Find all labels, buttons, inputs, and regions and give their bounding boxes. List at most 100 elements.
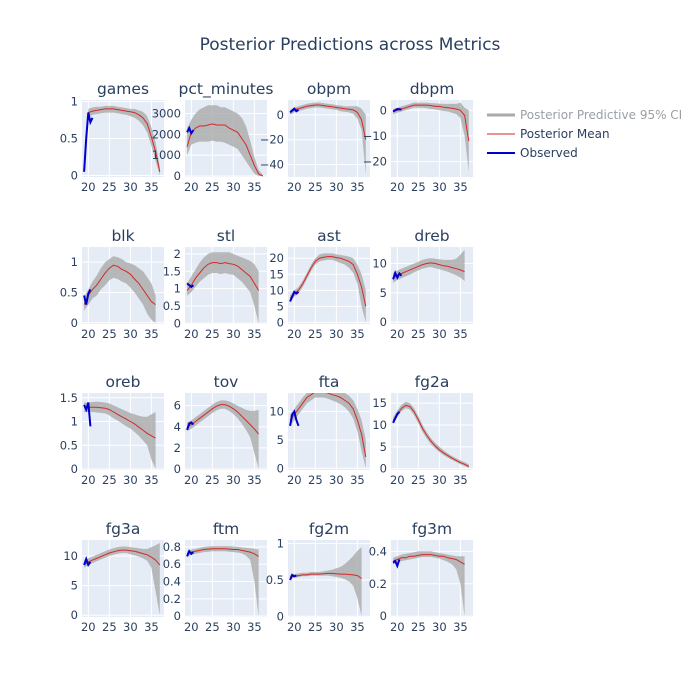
series-layer <box>83 256 156 323</box>
y-tick-label: 1 <box>71 415 78 429</box>
y-tick-label: −10 <box>363 129 387 143</box>
y-tick-label: 0.5 <box>60 132 78 146</box>
x-tick-label: 30 <box>123 620 138 634</box>
subplot-title: obpm <box>307 80 351 98</box>
y-tick-label: 2 <box>174 441 181 455</box>
x-tick-label: 20 <box>287 473 302 487</box>
y-tick-label: 2000 <box>152 127 181 141</box>
observed-line <box>186 549 195 557</box>
y-tick-label: 0 <box>277 315 284 329</box>
x-tick-label: 30 <box>432 473 447 487</box>
ci-band <box>187 252 259 324</box>
mean-line <box>186 548 259 557</box>
x-tick-label: 30 <box>329 620 344 634</box>
x-tick-label: 35 <box>144 620 159 634</box>
series-layer <box>289 393 367 469</box>
subplot-fg3a: 20 25 30 35 0 5 10 fg3a <box>63 520 164 634</box>
mean-line <box>186 262 260 291</box>
ci-band <box>84 543 160 616</box>
x-tick-label: 20 <box>81 473 96 487</box>
subplot-title: dreb <box>414 227 449 245</box>
x-tick-label: 25 <box>411 180 426 194</box>
x-tick-label: 35 <box>144 473 159 487</box>
x-tick-label: 35 <box>453 473 468 487</box>
y-tick-label: 0.5 <box>60 438 78 452</box>
subplot-fta: 20 25 30 35 0 5 10 fta <box>269 373 370 487</box>
y-tick-label: 0.8 <box>163 540 181 554</box>
series-layer <box>392 551 465 617</box>
ci-band <box>84 105 160 176</box>
y-tick-label: 15 <box>269 267 284 281</box>
x-tick-label: 30 <box>329 473 344 487</box>
subplot-dbpm: 20 25 30 35 −20 −10 0 dbpm <box>363 80 473 194</box>
y-tick-label: −40 <box>260 158 284 172</box>
x-tick-label: 35 <box>247 180 262 194</box>
mean-line <box>83 549 161 566</box>
x-tick-label: 30 <box>123 473 138 487</box>
subplot-title: blk <box>111 227 134 245</box>
legend-observed-label: Observed <box>520 146 578 160</box>
ci-band <box>393 401 469 468</box>
legend: Posterior Predictive 95% CI Posterior Me… <box>487 108 682 160</box>
subplot-fg3m: 20 25 30 35 0 0.2 0.4 fg3m <box>369 520 473 634</box>
y-tick-label: 1.5 <box>60 391 78 405</box>
ci-band <box>84 401 156 469</box>
x-tick-label: 35 <box>453 180 468 194</box>
observed-line <box>186 125 195 136</box>
mean-line <box>186 404 259 435</box>
x-tick-label: 20 <box>184 473 199 487</box>
x-tick-label: 25 <box>205 180 220 194</box>
mean-line <box>83 264 156 306</box>
y-tick-label: 0 <box>277 108 284 122</box>
observed-line <box>289 573 297 581</box>
observed-line <box>392 107 402 113</box>
observed-line <box>83 402 92 427</box>
subplot-title: tov <box>214 373 239 391</box>
x-tick-label: 35 <box>350 180 365 194</box>
y-tick-label: 0.5 <box>60 285 78 299</box>
x-tick-label: 30 <box>123 327 138 341</box>
x-tick-label: 25 <box>411 473 426 487</box>
ci-band <box>187 105 263 176</box>
y-tick-label: 1000 <box>152 148 181 162</box>
y-tick-label: 0 <box>71 316 78 330</box>
subplot-ast: 20 25 30 35 0 5 10 15 20 ast <box>269 227 370 341</box>
series-layer <box>392 249 465 283</box>
x-tick-label: 30 <box>432 327 447 341</box>
observed-line <box>186 421 195 431</box>
subplot-blk: 20 25 30 35 0 0.5 1 blk <box>60 227 164 341</box>
y-tick-label: 10 <box>269 283 284 297</box>
y-tick-label: 0 <box>71 608 78 622</box>
x-tick-label: 35 <box>247 327 262 341</box>
x-tick-label: 25 <box>205 620 220 634</box>
mean-line <box>289 256 367 307</box>
x-tick-label: 25 <box>308 620 323 634</box>
x-tick-label: 35 <box>247 620 262 634</box>
y-tick-label: 1 <box>277 537 284 551</box>
ci-band <box>84 256 156 323</box>
y-tick-label: 0 <box>277 461 284 475</box>
y-tick-label: 0 <box>380 609 387 623</box>
subplot-title: ast <box>317 227 341 245</box>
subplot-title: pct_minutes <box>179 80 274 99</box>
x-tick-label: 20 <box>81 180 96 194</box>
y-tick-label: 15 <box>372 396 387 410</box>
subplot-obpm: 20 25 30 35 −40 −20 0 obpm <box>260 80 370 194</box>
y-tick-label: 0 <box>174 316 181 330</box>
y-tick-label: 4 <box>174 420 181 434</box>
y-tick-label: 0 <box>174 169 181 183</box>
observed-line <box>392 411 401 424</box>
x-tick-label: 20 <box>81 327 96 341</box>
x-tick-label: 30 <box>226 473 241 487</box>
series-layer <box>392 102 470 172</box>
y-tick-label: 5 <box>380 440 387 454</box>
subplot-games: 20 25 30 35 0 0.5 1 games <box>60 80 164 194</box>
subplot-stl: 20 25 30 35 0 0.5 1 1.5 2 stl <box>163 227 267 341</box>
mean-line <box>392 262 465 279</box>
x-tick-label: 20 <box>390 327 405 341</box>
figure-title: Posterior Predictions across Metrics <box>200 35 501 55</box>
y-tick-label: 0 <box>277 609 284 623</box>
y-tick-label: 0 <box>71 462 78 476</box>
subplot-title: fg3a <box>106 520 141 538</box>
series-layer <box>83 105 161 176</box>
